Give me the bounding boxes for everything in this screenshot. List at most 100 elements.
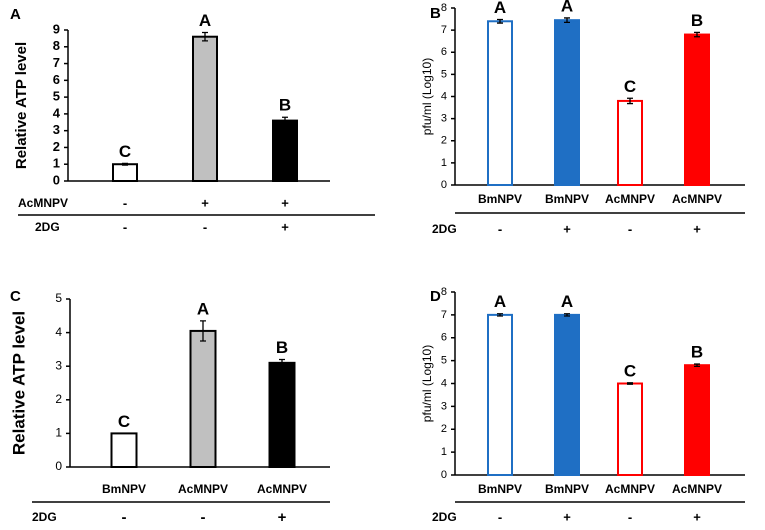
- error-bar: [627, 97, 633, 105]
- x-tick-label: AcMNPV: [605, 482, 655, 496]
- bar: [554, 313, 580, 476]
- y-tick-label: 5: [441, 68, 447, 80]
- y-tick-label: 4: [441, 90, 447, 102]
- y-tick-label: 8: [53, 38, 60, 53]
- y-tick-label: 1: [441, 157, 447, 169]
- y-tick-label: 8: [441, 2, 447, 14]
- y-tick-label: 6: [53, 72, 60, 87]
- significance-letter: B: [691, 343, 703, 362]
- error-bar: [564, 313, 570, 317]
- x-tick-label: AcMNPV: [605, 192, 655, 206]
- y-tick-label: 2: [53, 139, 60, 154]
- y-axis-label: pfu/ml (Log10): [420, 345, 434, 422]
- panel-label: D: [430, 288, 441, 305]
- significance-letter: A: [494, 0, 506, 17]
- y-tick-label: 0: [441, 469, 447, 481]
- error-bar: [122, 162, 128, 166]
- x-tick-label: AcMNPV: [672, 482, 722, 496]
- row-label: 2DG: [432, 222, 457, 236]
- row-value: +: [563, 509, 571, 524]
- significance-letter: A: [197, 299, 209, 318]
- bar: [487, 20, 513, 187]
- bar: [189, 329, 217, 469]
- error-bar: [497, 313, 503, 317]
- error-bar: [497, 18, 503, 24]
- row-value: +: [278, 509, 287, 526]
- bar: [192, 35, 218, 183]
- error-bar: [694, 31, 700, 38]
- y-tick-label: 2: [55, 392, 62, 406]
- y-axis-label: pfu/ml (Log10): [420, 58, 434, 135]
- x-tick-label: BmNPV: [545, 482, 589, 496]
- panel-label: A: [10, 6, 21, 23]
- y-tick-label: 0: [55, 459, 62, 473]
- significance-letter: A: [561, 292, 573, 311]
- y-tick-label: 4: [441, 377, 447, 389]
- error-bar: [564, 17, 570, 24]
- bar: [684, 364, 710, 477]
- y-tick-label: 3: [53, 122, 60, 137]
- y-tick-label: 5: [441, 355, 447, 367]
- row-label: 2DG: [35, 220, 60, 234]
- x-tick-label: BmNPV: [545, 192, 589, 206]
- y-tick-label: 7: [441, 309, 447, 321]
- panel-label: B: [430, 5, 441, 22]
- row-value: -: [498, 221, 502, 236]
- bar: [487, 313, 513, 476]
- row-value: -: [123, 219, 127, 234]
- bar: [110, 432, 138, 468]
- y-tick-label: 2: [441, 423, 447, 435]
- error-bar: [200, 320, 206, 342]
- y-axis-label: Relative ATP level: [13, 42, 30, 169]
- bar: [617, 382, 643, 476]
- bar: [554, 19, 580, 187]
- y-tick-label: 6: [441, 46, 447, 58]
- row-value: +: [693, 221, 701, 236]
- significance-letter: C: [118, 412, 130, 431]
- y-tick-label: 7: [441, 24, 447, 36]
- row-value: +: [281, 219, 289, 234]
- y-tick-label: 5: [53, 89, 60, 104]
- error-bar: [627, 382, 633, 385]
- y-tick-label: 3: [441, 400, 447, 412]
- x-tick-label: AcMNPV: [257, 482, 307, 496]
- y-tick-label: 9: [53, 21, 60, 36]
- row-value: -: [203, 219, 207, 234]
- row-value: +: [693, 509, 701, 524]
- y-tick-label: 4: [55, 325, 62, 339]
- bar: [617, 99, 643, 186]
- y-tick-label: 1: [55, 426, 62, 440]
- row-value: +: [201, 195, 209, 210]
- x-tick-label: AcMNPV: [178, 482, 228, 496]
- y-tick-label: 4: [53, 105, 61, 120]
- bar: [268, 361, 296, 468]
- y-tick-label: 0: [441, 179, 447, 191]
- significance-letter: C: [624, 77, 636, 96]
- significance-letter: A: [199, 11, 211, 30]
- row-value: -: [498, 509, 502, 524]
- bar: [112, 163, 138, 183]
- row-value: +: [281, 195, 289, 210]
- y-tick-label: 1: [53, 156, 60, 171]
- error-bar: [694, 363, 700, 367]
- significance-letter: C: [624, 361, 636, 380]
- y-tick-label: 6: [441, 332, 447, 344]
- y-tick-label: 3: [55, 358, 62, 372]
- significance-letter: A: [561, 0, 573, 15]
- y-tick-label: 3: [441, 113, 447, 125]
- row-value: -: [201, 509, 206, 526]
- error-bar: [282, 116, 288, 125]
- significance-letter: A: [494, 292, 506, 311]
- y-tick-label: 8: [441, 286, 447, 298]
- row-label: 2DG: [32, 510, 57, 524]
- significance-letter: B: [276, 338, 288, 357]
- y-tick-label: 1: [441, 446, 447, 458]
- row-value: +: [563, 221, 571, 236]
- bar: [272, 119, 298, 182]
- row-value: -: [628, 221, 632, 236]
- error-bar: [202, 31, 208, 42]
- y-tick-label: 7: [53, 55, 60, 70]
- y-tick-label: 0: [53, 172, 60, 187]
- panel-label: C: [10, 288, 21, 305]
